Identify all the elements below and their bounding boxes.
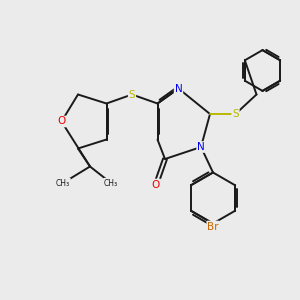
Text: CH₃: CH₃	[104, 178, 118, 188]
Text: S: S	[129, 89, 135, 100]
Text: Br: Br	[207, 221, 219, 232]
Text: N: N	[197, 142, 205, 152]
Text: S: S	[232, 109, 239, 119]
Text: N: N	[175, 83, 182, 94]
Text: O: O	[57, 116, 66, 127]
Text: O: O	[152, 179, 160, 190]
Text: CH₃: CH₃	[56, 178, 70, 188]
